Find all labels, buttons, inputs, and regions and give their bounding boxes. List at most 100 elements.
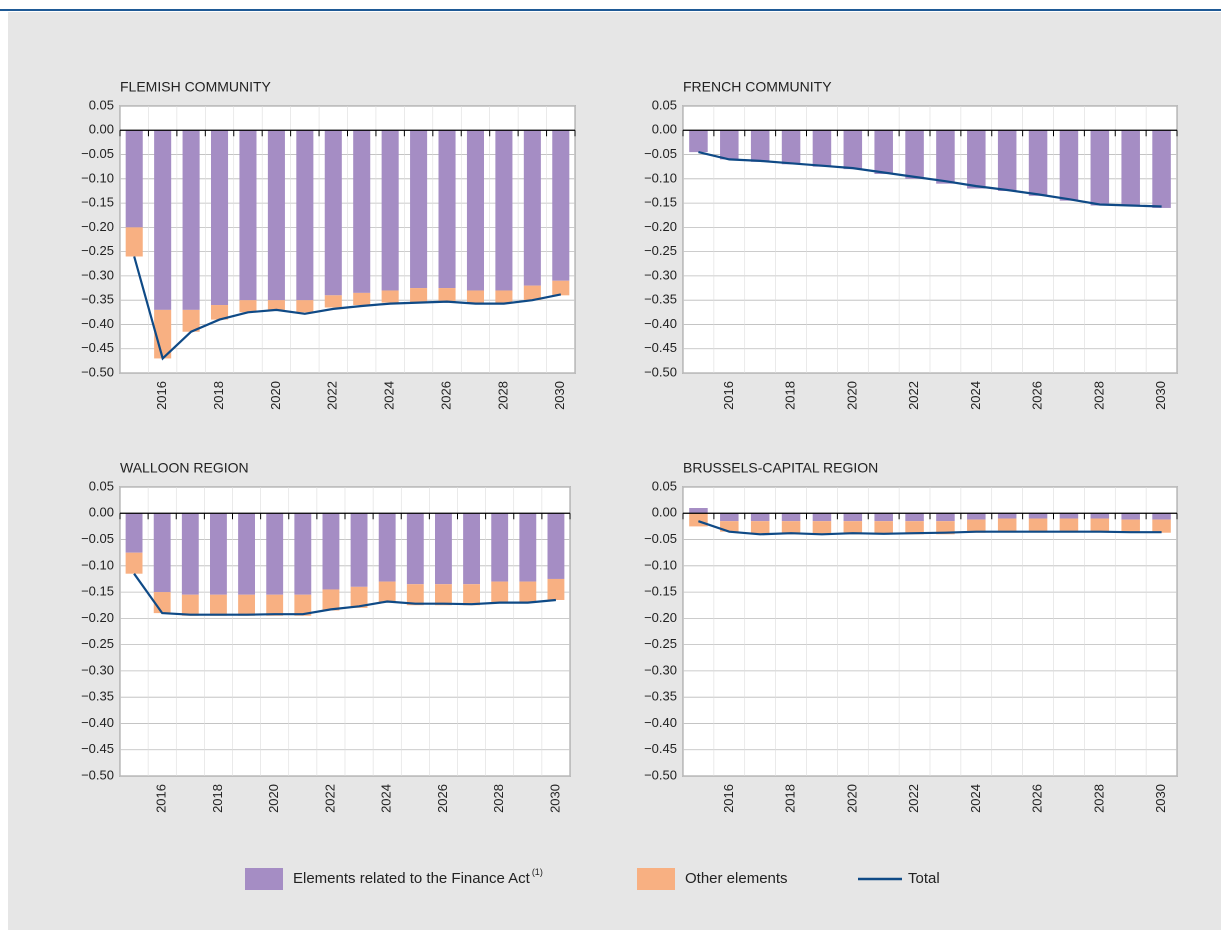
bar [967,519,986,533]
chart-title: WALLOON REGION [120,460,249,476]
bar [812,513,832,522]
y-tick-label: 0.00 [652,505,677,520]
x-tick-label: 2022 [325,381,340,410]
y-tick-label: −0.30 [81,662,114,677]
bar [720,130,739,160]
bar [211,130,229,306]
x-tick-label: 2028 [491,784,506,813]
x-tick-label: 2016 [721,784,736,813]
x-tick-label: 2022 [322,784,337,813]
bar [905,521,924,535]
bar [322,589,340,611]
y-tick-label: −0.40 [81,316,114,331]
bar [1090,513,1110,519]
y-tick-label: 0.00 [652,122,677,137]
y-tick-label: −0.15 [644,584,677,599]
bar [463,584,480,606]
x-tick-label: 2024 [382,381,397,410]
bar [874,130,893,174]
total-line [133,256,562,361]
legend-label: Elements related to the Finance Act (1) [293,867,543,887]
x-tick-label: 2026 [1030,784,1045,813]
y-tick-label: 0.05 [89,97,114,112]
legend-swatch [245,868,283,890]
y-tick-label: −0.05 [81,531,114,546]
y-tick-label: −0.35 [644,292,677,307]
x-tick-label: 2018 [783,784,798,813]
x-tick-label: 2024 [968,381,983,410]
bar [495,130,513,291]
y-tick-label: 0.05 [652,478,677,493]
legend-note: (1) [532,867,543,877]
bar [812,130,832,167]
bar [1059,130,1079,201]
bar [1152,513,1171,520]
y-tick-label: −0.50 [81,364,114,379]
bar [491,513,509,582]
bar [406,584,424,606]
legend-swatch [637,868,675,890]
bar [210,513,227,595]
y-tick-label: −0.45 [644,741,677,756]
y-tick-label: −0.15 [81,195,114,210]
y-tick-label: −0.50 [644,767,677,782]
x-tick-label: 2030 [1153,784,1168,813]
x-tick-label: 2022 [906,381,921,410]
bar [997,518,1017,532]
y-tick-label: −0.35 [81,689,114,704]
bar [267,300,285,310]
bar [350,513,368,587]
bar [296,300,314,313]
x-tick-label: 2030 [552,381,567,410]
bar [435,584,452,606]
bar [466,290,484,303]
x-tick-label: 2018 [211,381,226,410]
bar [294,594,312,616]
bar [1028,513,1048,519]
bar [125,227,143,257]
y-tick-label: −0.05 [644,531,677,546]
x-tick-label: 2020 [844,784,859,813]
bar [350,586,368,608]
bar [125,513,143,553]
bar [154,130,172,310]
x-tick-label: 2016 [154,784,169,813]
bar [750,513,770,522]
y-tick-label: 0.00 [89,505,114,520]
chart-title: FLEMISH COMMUNITY [120,79,272,95]
bar [381,130,399,291]
bar [547,578,565,600]
y-tick-label: 0.05 [89,478,114,493]
bar [905,513,924,522]
y-tick-label: −0.15 [644,195,677,210]
x-tick-label: 2018 [210,784,225,813]
y-tick-label: −0.10 [81,170,114,185]
x-tick-label: 2026 [435,784,450,813]
y-tick-label: −0.10 [644,170,677,185]
bar [239,130,257,301]
bar [438,130,456,289]
y-tick-label: −0.45 [644,340,677,355]
bar [463,513,480,585]
bar [1028,130,1048,196]
y-tick-label: −0.05 [81,146,114,161]
bar [523,130,541,286]
y-tick-label: −0.30 [81,267,114,282]
x-tick-label: 2020 [268,381,283,410]
bar [239,300,257,313]
bar [294,513,312,595]
bar [750,521,770,535]
y-tick-label: −0.35 [81,292,114,307]
bar [1121,130,1140,206]
bar [491,581,509,603]
bar [967,513,986,520]
bar [435,513,452,585]
y-tick-label: −0.30 [644,662,677,677]
bar [967,130,986,189]
bar [552,280,570,296]
bar [905,130,924,179]
bar [324,295,342,308]
bar [182,130,200,310]
bar [523,285,541,301]
